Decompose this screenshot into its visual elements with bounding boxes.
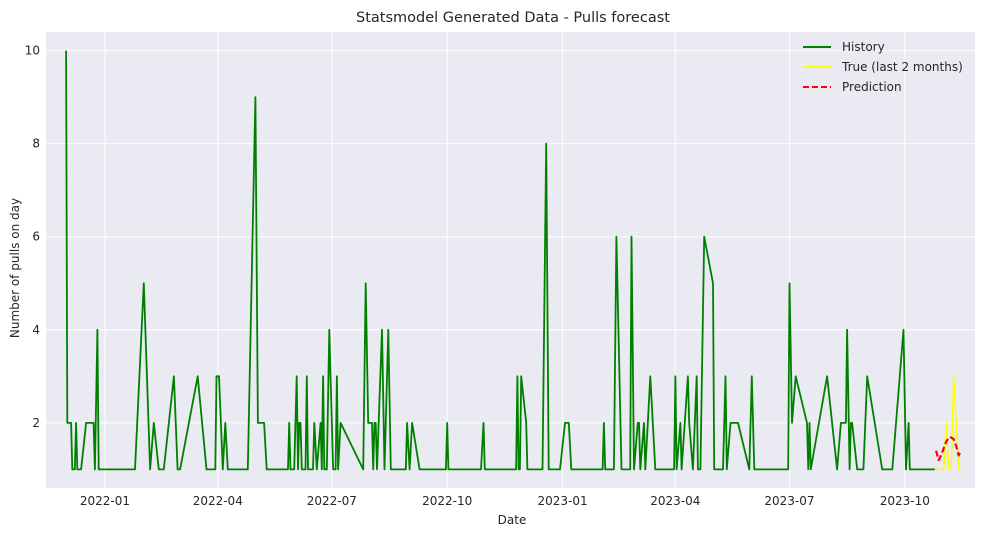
grid [46,32,975,488]
x-tick-label: 2022-01 [80,494,130,508]
x-axis-label: Date [498,513,527,527]
series-prediction-line [935,435,963,462]
plot-area [46,32,975,488]
legend-label-true: True (last 2 months) [841,60,963,74]
y-axis-label: Number of pulls on day [8,198,22,338]
series-layer [65,50,963,471]
y-tick-label: 8 [32,137,40,151]
x-tick-label: 2022-10 [422,494,472,508]
legend-label-history: History [842,40,885,54]
legend-label-prediction: Prediction [842,80,902,94]
series-history-line [65,50,935,471]
x-tick-label: 2023-10 [880,494,930,508]
y-tick-label: 10 [25,44,40,58]
x-tick-label: 2023-04 [650,494,700,508]
legend: History True (last 2 months) Prediction [803,40,963,94]
x-tick-label: 2023-07 [764,494,814,508]
x-tick-label: 2022-07 [307,494,357,508]
y-tick-label: 2 [32,416,40,430]
x-tick-label: 2022-04 [193,494,243,508]
y-tick-label: 4 [32,323,40,337]
x-axis-ticks: 2022-01 2022-04 2022-07 2022-10 2023-01 2023-… [80,494,930,508]
x-tick-label: 2023-01 [537,494,587,508]
y-tick-label: 6 [32,230,40,244]
chart-title: Statsmodel Generated Data - Pulls foreca… [356,10,670,26]
y-axis-ticks: 2 4 6 8 10 [25,44,40,430]
